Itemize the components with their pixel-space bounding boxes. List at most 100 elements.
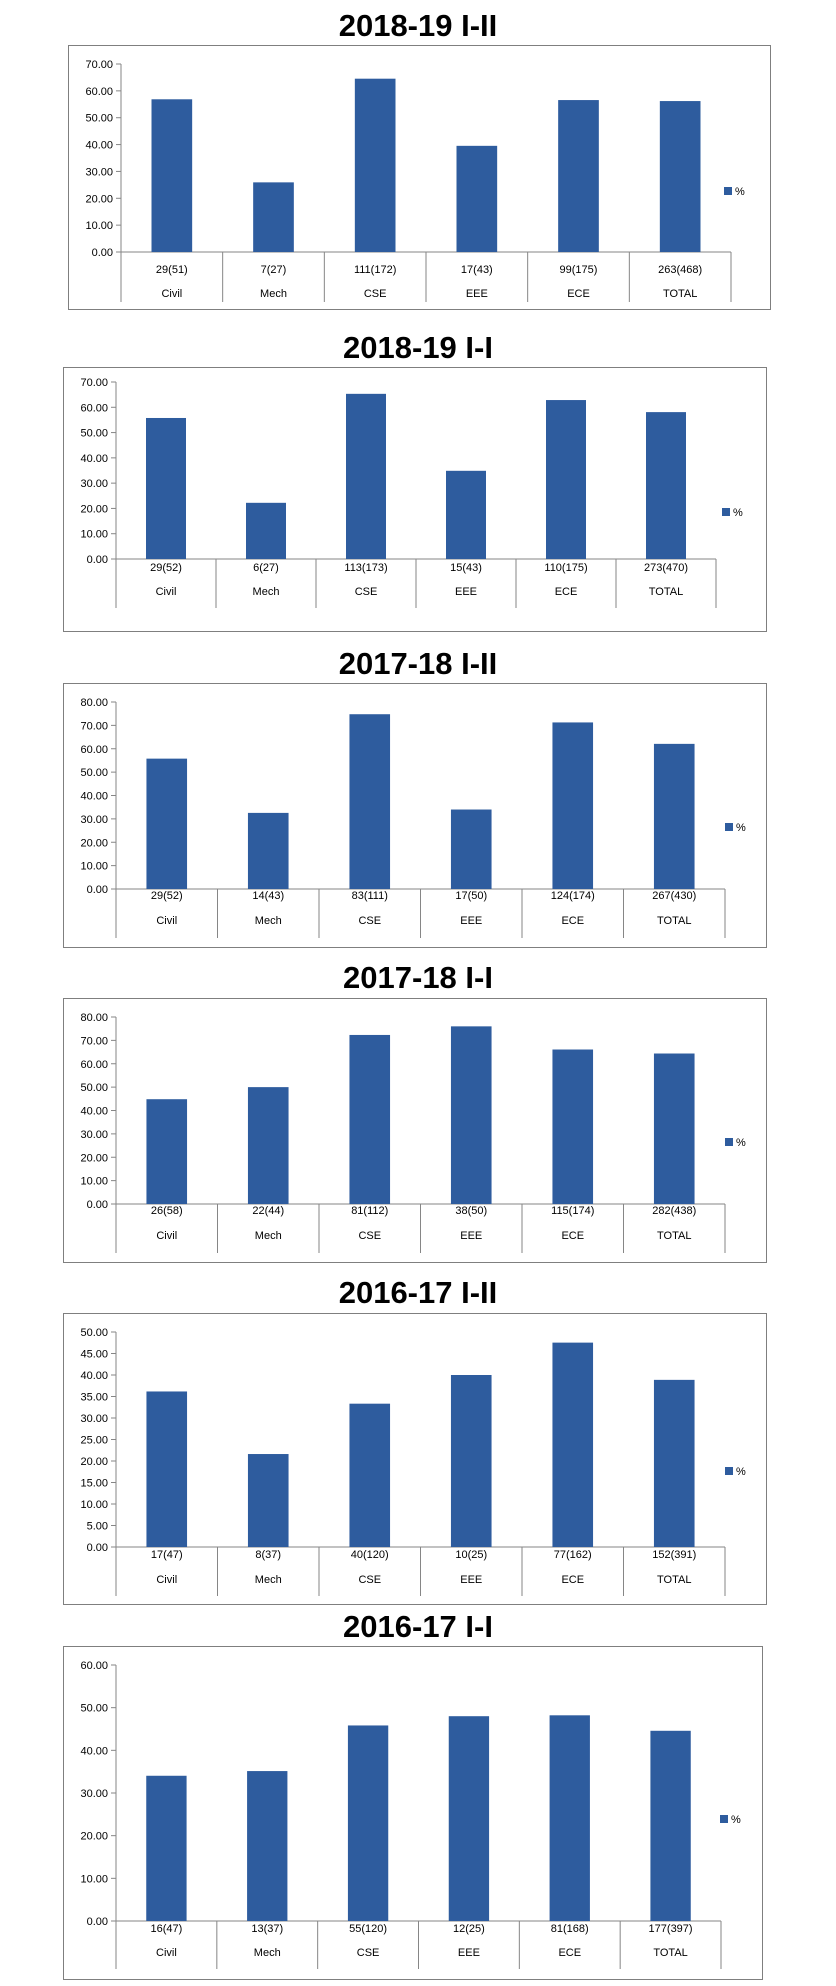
category-label: ECE [555,586,578,598]
y-tick-label: 0.00 [92,247,113,259]
y-tick-label: 10.00 [80,1176,108,1188]
category-label: Mech [255,1574,282,1586]
y-tick-label: 40.00 [85,140,113,152]
y-tick-label: 10.00 [85,220,113,232]
category-label: CSE [358,1574,381,1586]
bar [450,1375,492,1547]
y-tick-label: 60.00 [80,402,108,414]
category-count-label: 7(27) [261,264,287,276]
bar [349,1403,391,1547]
category-count-label: 8(37) [255,1549,281,1561]
y-tick-label: 40.00 [80,453,108,465]
category-label: ECE [561,1230,584,1242]
legend-label: % [733,507,743,519]
category-count-label: 81(112) [351,1205,388,1217]
y-tick-label: 70.00 [80,1035,108,1047]
bar [151,99,193,252]
bar [450,1026,492,1204]
category-count-label: 17(50) [455,890,487,902]
y-tick-label: 50.00 [80,1703,108,1715]
y-tick-label: 45.00 [80,1349,108,1361]
category-count-label: 99(175) [560,264,598,276]
bar-chart: 0.00 5.00 10.00 15.00 20.00 25.00 30.00 35.00 40… [80,1327,746,1596]
y-tick-label: 0.00 [87,1199,108,1211]
y-tick-label: 20.00 [80,1831,108,1843]
bar [354,78,396,252]
category-count-label: 55(120) [349,1923,387,1935]
y-tick-label: 30.00 [80,1129,108,1141]
legend-swatch [722,508,730,516]
y-tick-label: 50.00 [80,1082,108,1094]
chart-title: 2018-19 I-II [338,8,498,43]
category-label: CSE [358,1230,381,1242]
legend-swatch [720,1815,728,1823]
chart-frame: 0.00 10.00 20.00 30.00 40.00 50.00 60.00 70.00 8… [63,998,767,1263]
y-tick-label: 60.00 [80,744,108,756]
category-count-label: 267(430) [652,890,696,902]
y-tick-label: 50.00 [85,113,113,125]
bar [552,722,594,889]
category-label: Civil [161,288,182,300]
bar-chart: 0.00 10.00 20.00 30.00 40.00 50.00 60.00 16(47)… [80,1660,741,1969]
legend-label: % [736,1466,746,1478]
category-label: Mech [255,1230,282,1242]
bar [247,1771,288,1921]
y-tick-label: 0.00 [87,1916,108,1928]
category-label: EEE [455,586,477,598]
bar [349,714,391,889]
chart-title: 2016-17 I-I [343,1609,493,1644]
category-count-label: 15(43) [450,562,482,574]
y-tick-label: 35.00 [80,1392,108,1404]
category-count-label: 16(47) [151,1923,183,1935]
category-count-label: 29(52) [150,562,182,574]
y-tick-label: 10.00 [80,529,108,541]
legend-label: % [736,1137,746,1149]
y-tick-label: 5.00 [87,1521,108,1533]
legend-swatch [725,1138,733,1146]
bar [246,502,286,559]
category-label: ECE [561,915,584,927]
category-count-label: 177(397) [649,1923,693,1935]
bar [448,1716,490,1921]
bar [247,812,289,889]
y-tick-label: 30.00 [80,1788,108,1800]
bar-chart: 0.00 10.00 20.00 30.00 40.00 50.00 60.00 70.00 2… [85,59,745,302]
bar [349,1034,391,1204]
category-count-label: 77(162) [554,1549,592,1561]
category-count-label: 81(168) [551,1923,589,1935]
y-tick-label: 10.00 [80,1499,108,1511]
y-tick-label: 50.00 [80,1327,108,1339]
category-count-label: 22(44) [252,1205,284,1217]
category-label: Mech [254,1947,281,1959]
y-tick-label: 20.00 [80,837,108,849]
bar [346,393,386,559]
category-label: EEE [460,1574,482,1586]
category-count-label: 111(172) [354,264,396,276]
y-tick-label: 50.00 [80,428,108,440]
bar [247,1454,289,1547]
chart-title: 2017-18 I-II [338,646,498,681]
y-tick-label: 20.00 [80,1152,108,1164]
category-label: ECE [567,288,590,300]
bar [253,182,294,252]
category-count-label: 124(174) [551,890,595,902]
y-tick-label: 15.00 [80,1478,108,1490]
bar [146,758,188,889]
y-tick-label: 20.00 [85,193,113,205]
category-label: Civil [156,915,177,927]
category-label: EEE [460,915,482,927]
category-label: CSE [364,288,387,300]
bar [653,1053,695,1204]
y-tick-label: 20.00 [80,503,108,515]
bar [146,1775,187,1921]
category-label: TOTAL [657,1574,691,1586]
y-tick-label: 50.00 [80,767,108,779]
y-tick-label: 40.00 [80,1370,108,1382]
category-label: Civil [156,586,177,598]
y-tick-label: 80.00 [80,697,108,709]
y-tick-label: 25.00 [80,1435,108,1447]
y-tick-label: 0.00 [87,1542,108,1554]
category-count-label: 83(111) [352,890,388,902]
category-label: Civil [156,1947,177,1959]
bar [247,1087,289,1204]
